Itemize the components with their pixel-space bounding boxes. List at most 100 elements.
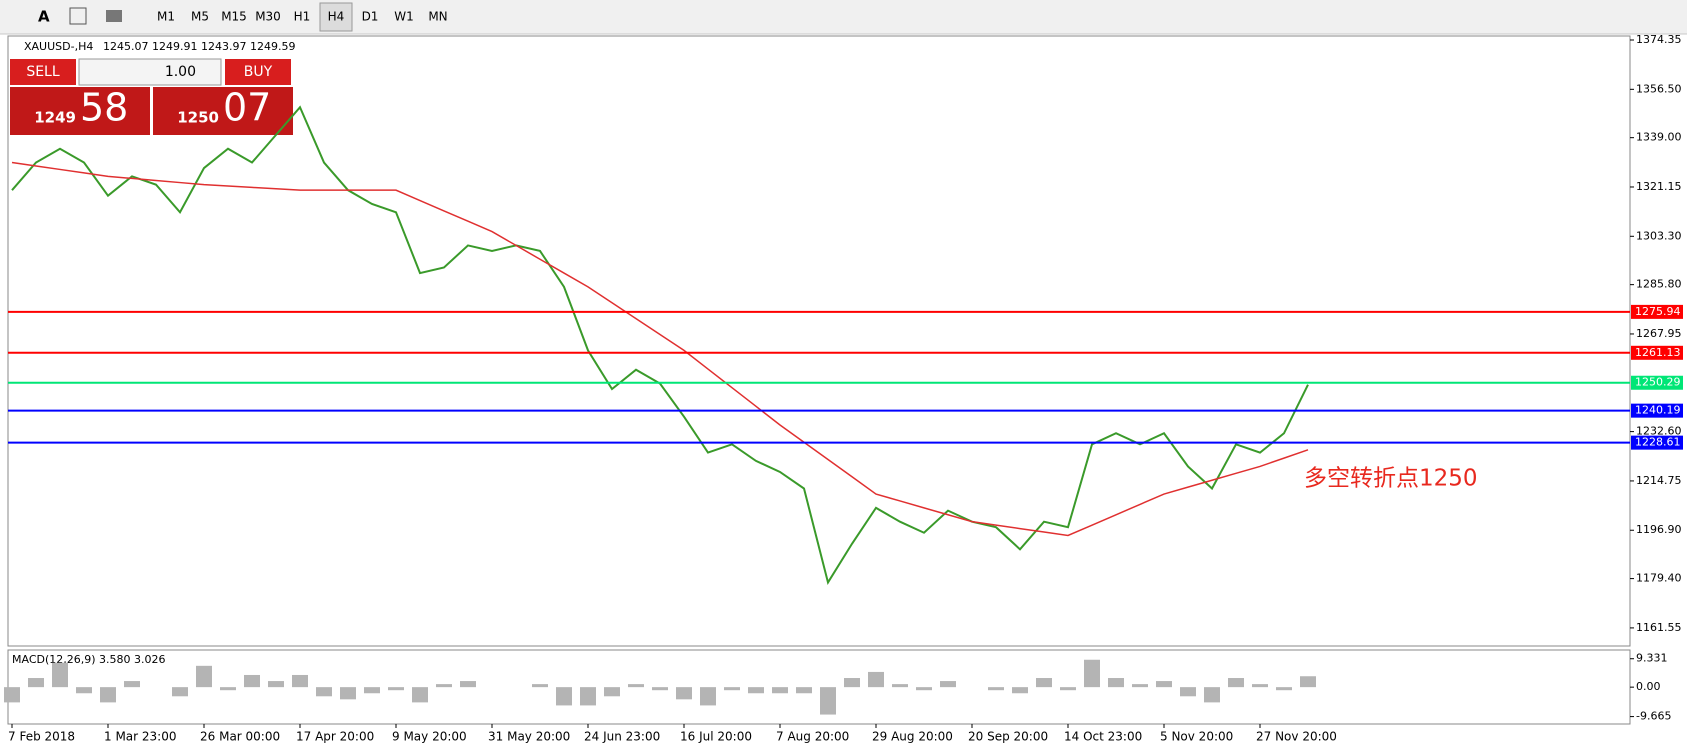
level-label: 1275.94 [1635, 305, 1681, 318]
symbol: XAUUSD-,H4 [24, 40, 93, 53]
macd-bar [892, 684, 908, 688]
macd-bar [748, 687, 764, 694]
timeframe-button[interactable]: H4 [328, 10, 345, 24]
macd-bar [1228, 678, 1244, 688]
macd-bar [76, 687, 92, 694]
price-line [11, 161, 1309, 537]
y-tick-label: 1321.15 [1636, 180, 1682, 193]
level-label-box [1631, 435, 1683, 450]
volume-box[interactable] [78, 58, 222, 86]
level-label-box [1631, 403, 1683, 418]
level-label-box [1631, 345, 1683, 360]
x-tick-label: 7 Feb 2018 [8, 730, 75, 744]
x-tick-label: 14 Oct 23:00 [1064, 730, 1142, 744]
macd-bar [868, 671, 884, 688]
sell-button[interactable] [10, 59, 76, 85]
timeframe-button[interactable]: H1 [294, 10, 311, 24]
ask-box[interactable] [153, 87, 293, 135]
y-tick-label: 1232.60 [1636, 425, 1682, 438]
macd-y-tick-label: 9.331 [1636, 652, 1668, 665]
macd-bar [4, 687, 20, 703]
macd-bar [676, 687, 692, 700]
text-tool[interactable]: A [38, 8, 50, 26]
macd-bar [316, 687, 332, 697]
timeframe-button[interactable]: D1 [362, 10, 379, 24]
x-tick-label: 9 May 20:00 [392, 730, 467, 744]
x-tick-label: 17 Apr 20:00 [296, 730, 374, 744]
timeframe-button[interactable]: M5 [191, 10, 209, 24]
macd-bar [412, 687, 428, 703]
shapes-tool[interactable] [106, 10, 122, 22]
macd-y-tick-label: 0.00 [1636, 680, 1661, 693]
bid-big: 1249 [34, 109, 76, 127]
close: 1249.59 [250, 40, 296, 53]
y-tick-label: 1267.95 [1636, 327, 1682, 340]
macd-bar [556, 687, 572, 706]
high: 1249.91 [152, 40, 198, 53]
macd-bar [1156, 681, 1172, 688]
macd-bar [1204, 687, 1220, 703]
annotation: 多空转折点1250 [1304, 466, 1478, 492]
buy-label[interactable]: BUY [244, 64, 273, 80]
macd-bar [436, 684, 452, 688]
y-tick-label: 1161.55 [1636, 621, 1682, 634]
macd-bar [244, 674, 260, 688]
timeframe-button[interactable]: W1 [394, 10, 414, 24]
volume[interactable]: 1.00 [165, 64, 196, 80]
macd-bar [388, 687, 404, 691]
active-timeframe[interactable] [319, 2, 353, 32]
x-tick-label: 20 Sep 20:00 [968, 730, 1048, 744]
y-tick-label: 1339.00 [1636, 131, 1682, 144]
macd-bar [796, 687, 812, 694]
level-label: 1240.19 [1635, 404, 1681, 417]
y-tick-label: 1214.75 [1636, 474, 1682, 487]
x-tick-label: 26 Mar 00:00 [200, 730, 280, 744]
macd-bar [52, 662, 68, 688]
y-tick-label: 1374.35 [1636, 33, 1682, 46]
macd-bar [196, 665, 212, 688]
timeframe-button[interactable]: M15 [221, 10, 247, 24]
textbox-tool[interactable] [69, 7, 87, 25]
macd-bar [220, 687, 236, 691]
macd-bar [28, 678, 44, 688]
level-label: 1250.29 [1635, 376, 1681, 389]
x-tick-label: 1 Mar 23:00 [104, 730, 177, 744]
timeframe-button[interactable]: M30 [255, 10, 281, 24]
macd-bar [1084, 659, 1100, 688]
timeframe-button[interactable]: MN [428, 10, 447, 24]
macd-bar [364, 687, 380, 694]
x-tick-label: 16 Jul 20:00 [680, 730, 752, 744]
ask-big: 1250 [177, 109, 219, 127]
macd-bar [460, 681, 476, 688]
macd-bar [1060, 687, 1076, 691]
macd-bar [988, 687, 1004, 691]
macd-bar [1276, 687, 1292, 691]
level-label-box [1631, 304, 1683, 319]
sell-label[interactable]: SELL [26, 64, 60, 80]
low: 1243.97 [201, 40, 247, 53]
macd-bar [292, 674, 308, 688]
timeframe-button[interactable]: M1 [157, 10, 175, 24]
macd-bar [100, 687, 116, 703]
x-tick-label: 29 Aug 20:00 [872, 730, 953, 744]
y-tick-label: 1356.50 [1636, 82, 1682, 95]
macd-bar [1180, 687, 1196, 697]
y-tick-label: 1196.90 [1636, 523, 1682, 536]
macd-bar [724, 687, 740, 691]
macd-bar [1012, 687, 1028, 694]
bid-small: 58 [80, 86, 128, 130]
macd-bar [604, 687, 620, 697]
x-tick-label: 7 Aug 20:00 [776, 730, 849, 744]
y-tick-label: 1285.80 [1636, 278, 1682, 291]
macd-label: MACD(12,26,9) 3.580 3.026 [12, 653, 166, 666]
bid-box[interactable] [10, 87, 150, 135]
macd-bar [916, 687, 932, 691]
macd-bar [628, 684, 644, 688]
ask-small: 07 [223, 86, 271, 130]
level-label: 1261.13 [1635, 346, 1681, 359]
macd-bar [532, 684, 548, 688]
macd-bar [1132, 684, 1148, 688]
buy-button[interactable] [225, 59, 291, 85]
y-tick-label: 1179.40 [1636, 572, 1682, 585]
